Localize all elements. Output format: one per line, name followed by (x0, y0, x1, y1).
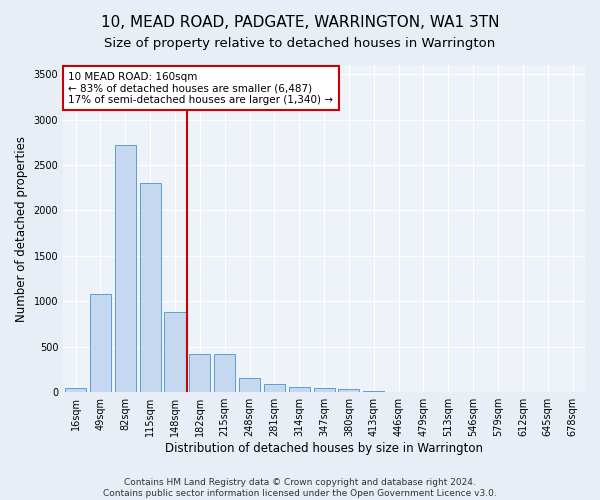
Y-axis label: Number of detached properties: Number of detached properties (15, 136, 28, 322)
Bar (90, 294, 111, 392)
Bar (264, 384, 285, 392)
Bar (314, 388, 335, 392)
Bar (289, 387, 310, 392)
Text: Size of property relative to detached houses in Warrington: Size of property relative to detached ho… (104, 38, 496, 51)
Text: 10, MEAD ROAD, PADGATE, WARRINGTON, WA1 3TN: 10, MEAD ROAD, PADGATE, WARRINGTON, WA1 … (101, 15, 499, 30)
Text: Contains HM Land Registry data © Crown copyright and database right 2024.
Contai: Contains HM Land Registry data © Crown c… (103, 478, 497, 498)
Bar (115, 145, 136, 392)
Text: 10 MEAD ROAD: 160sqm
← 83% of detached houses are smaller (6,487)
17% of semi-de: 10 MEAD ROAD: 160sqm ← 83% of detached h… (68, 72, 334, 104)
Bar (239, 378, 260, 392)
Bar (338, 390, 359, 392)
Bar (189, 354, 211, 392)
Bar (65, 388, 86, 392)
X-axis label: Distribution of detached houses by size in Warrington: Distribution of detached houses by size … (165, 442, 483, 455)
Bar (140, 183, 161, 392)
Bar (164, 312, 185, 392)
Bar (214, 354, 235, 392)
